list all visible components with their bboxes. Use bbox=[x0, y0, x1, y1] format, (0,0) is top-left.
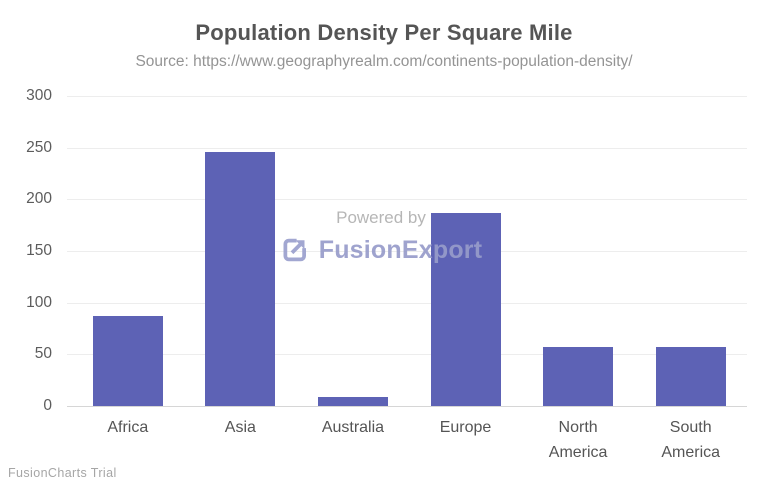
x-category-label: South America bbox=[661, 419, 721, 461]
bar-africa bbox=[92, 316, 163, 406]
x-category-label: Europe bbox=[439, 419, 492, 436]
gridline bbox=[67, 199, 747, 201]
trial-badge: FusionCharts Trial bbox=[8, 466, 117, 480]
gridline bbox=[67, 96, 747, 97]
y-tick-label: 200 bbox=[26, 190, 52, 208]
x-category-label: Africa bbox=[107, 419, 149, 436]
x-category-label: North America bbox=[548, 419, 608, 461]
bar-south-america bbox=[655, 347, 726, 406]
chart-title: Population Density Per Square Mile bbox=[195, 20, 573, 45]
bar-asia bbox=[205, 151, 276, 406]
y-tick-label: 100 bbox=[26, 293, 52, 311]
gridline bbox=[67, 354, 747, 356]
gridline bbox=[67, 147, 747, 149]
gridline bbox=[67, 302, 747, 304]
bar-australia bbox=[317, 396, 388, 406]
y-tick-label: 300 bbox=[26, 87, 52, 104]
gridline bbox=[67, 251, 747, 252]
x-category-label: Australia bbox=[321, 419, 385, 436]
y-tick-label: 250 bbox=[26, 138, 52, 156]
bar-europe bbox=[430, 212, 501, 406]
y-tick-label: 150 bbox=[26, 242, 52, 259]
y-tick-label: 0 bbox=[43, 397, 52, 414]
y-tick-label: 50 bbox=[34, 345, 52, 363]
x-category-label: Asia bbox=[224, 419, 256, 436]
chart-subtitle: Source: https://www.geographyrealm.com/c… bbox=[135, 53, 633, 70]
x-axis-line bbox=[67, 406, 747, 407]
bar-north-america bbox=[543, 347, 614, 406]
